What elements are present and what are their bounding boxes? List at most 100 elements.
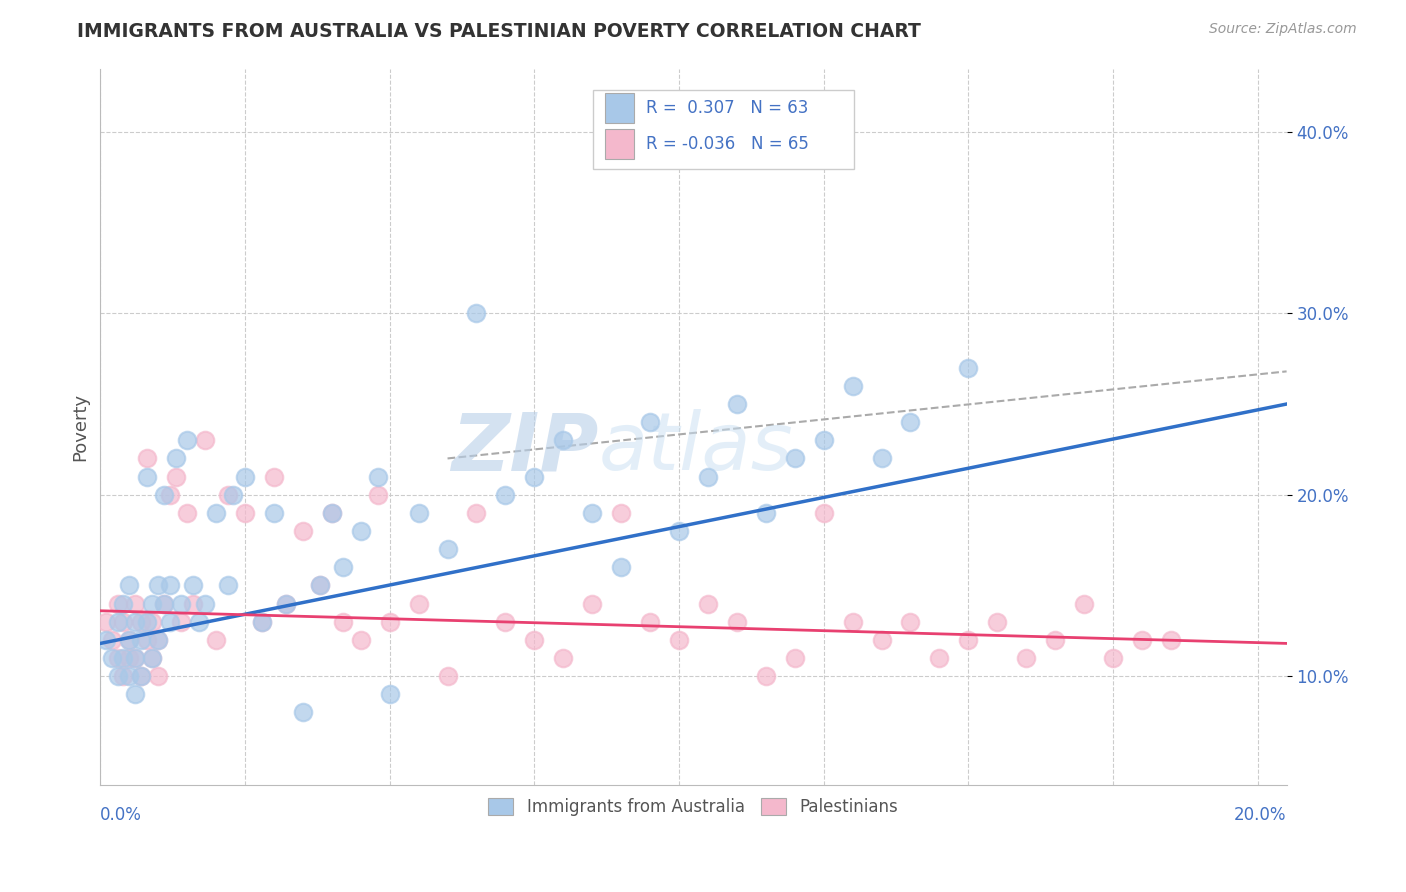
Point — [321, 506, 343, 520]
Legend: Immigrants from Australia, Palestinians: Immigrants from Australia, Palestinians — [482, 791, 905, 823]
Point — [1015, 651, 1038, 665]
Point — [153, 488, 176, 502]
Point — [124, 615, 146, 629]
Point — [610, 560, 633, 574]
Point — [118, 632, 141, 647]
Point — [159, 488, 181, 502]
Point — [124, 687, 146, 701]
Point — [436, 669, 458, 683]
Point — [165, 469, 187, 483]
Point — [107, 651, 129, 665]
Point — [697, 469, 720, 483]
Point — [1160, 632, 1182, 647]
Point — [170, 615, 193, 629]
Point — [523, 632, 546, 647]
Point — [112, 651, 135, 665]
Point — [124, 597, 146, 611]
Point — [408, 506, 430, 520]
Point — [465, 506, 488, 520]
Point — [408, 597, 430, 611]
Point — [870, 451, 893, 466]
Point — [668, 524, 690, 538]
Text: IMMIGRANTS FROM AUSTRALIA VS PALESTINIAN POVERTY CORRELATION CHART: IMMIGRANTS FROM AUSTRALIA VS PALESTINIAN… — [77, 22, 921, 41]
Point — [367, 469, 389, 483]
Point — [94, 632, 117, 647]
Point — [986, 615, 1008, 629]
Point — [274, 597, 297, 611]
Point — [291, 706, 314, 720]
Point — [205, 632, 228, 647]
Point — [957, 632, 980, 647]
Point — [118, 632, 141, 647]
Y-axis label: Poverty: Poverty — [72, 392, 89, 461]
Point — [610, 506, 633, 520]
Point — [112, 597, 135, 611]
Point — [135, 632, 157, 647]
Point — [141, 651, 163, 665]
Point — [581, 506, 603, 520]
Point — [553, 434, 575, 448]
Point — [1102, 651, 1125, 665]
Point — [187, 615, 209, 629]
Point — [148, 632, 170, 647]
Point — [841, 615, 863, 629]
Point — [291, 524, 314, 538]
Point — [367, 488, 389, 502]
Point — [101, 651, 124, 665]
Text: atlas: atlas — [599, 409, 793, 487]
Point — [957, 360, 980, 375]
Point — [465, 306, 488, 320]
Point — [233, 506, 256, 520]
Point — [332, 615, 354, 629]
Point — [181, 597, 204, 611]
Point — [159, 615, 181, 629]
Point — [350, 524, 373, 538]
Point — [107, 615, 129, 629]
Point — [378, 615, 401, 629]
Point — [841, 379, 863, 393]
Point — [107, 669, 129, 683]
Point — [494, 488, 516, 502]
Point — [153, 597, 176, 611]
Point — [233, 469, 256, 483]
FancyBboxPatch shape — [605, 93, 634, 123]
Point — [755, 669, 778, 683]
Point — [1130, 632, 1153, 647]
Point — [350, 632, 373, 647]
Point — [309, 578, 332, 592]
Point — [813, 506, 835, 520]
Point — [783, 651, 806, 665]
FancyBboxPatch shape — [593, 90, 853, 169]
Point — [870, 632, 893, 647]
Point — [378, 687, 401, 701]
Point — [107, 597, 129, 611]
Point — [148, 632, 170, 647]
Point — [129, 615, 152, 629]
Point — [263, 469, 285, 483]
Text: R = -0.036   N = 65: R = -0.036 N = 65 — [645, 135, 808, 153]
Point — [94, 615, 117, 629]
Point — [436, 542, 458, 557]
FancyBboxPatch shape — [605, 128, 634, 159]
Point — [170, 597, 193, 611]
Point — [755, 506, 778, 520]
Point — [309, 578, 332, 592]
Text: Source: ZipAtlas.com: Source: ZipAtlas.com — [1209, 22, 1357, 37]
Point — [222, 488, 245, 502]
Point — [263, 506, 285, 520]
Text: 0.0%: 0.0% — [100, 806, 142, 824]
Point — [900, 415, 922, 429]
Point — [118, 578, 141, 592]
Point — [217, 488, 239, 502]
Point — [321, 506, 343, 520]
Point — [135, 451, 157, 466]
Point — [783, 451, 806, 466]
Point — [129, 669, 152, 683]
Point — [900, 615, 922, 629]
Text: ZIP: ZIP — [451, 409, 599, 487]
Point — [118, 669, 141, 683]
Text: 20.0%: 20.0% — [1234, 806, 1286, 824]
Point — [274, 597, 297, 611]
Point — [252, 615, 274, 629]
Point — [176, 506, 198, 520]
